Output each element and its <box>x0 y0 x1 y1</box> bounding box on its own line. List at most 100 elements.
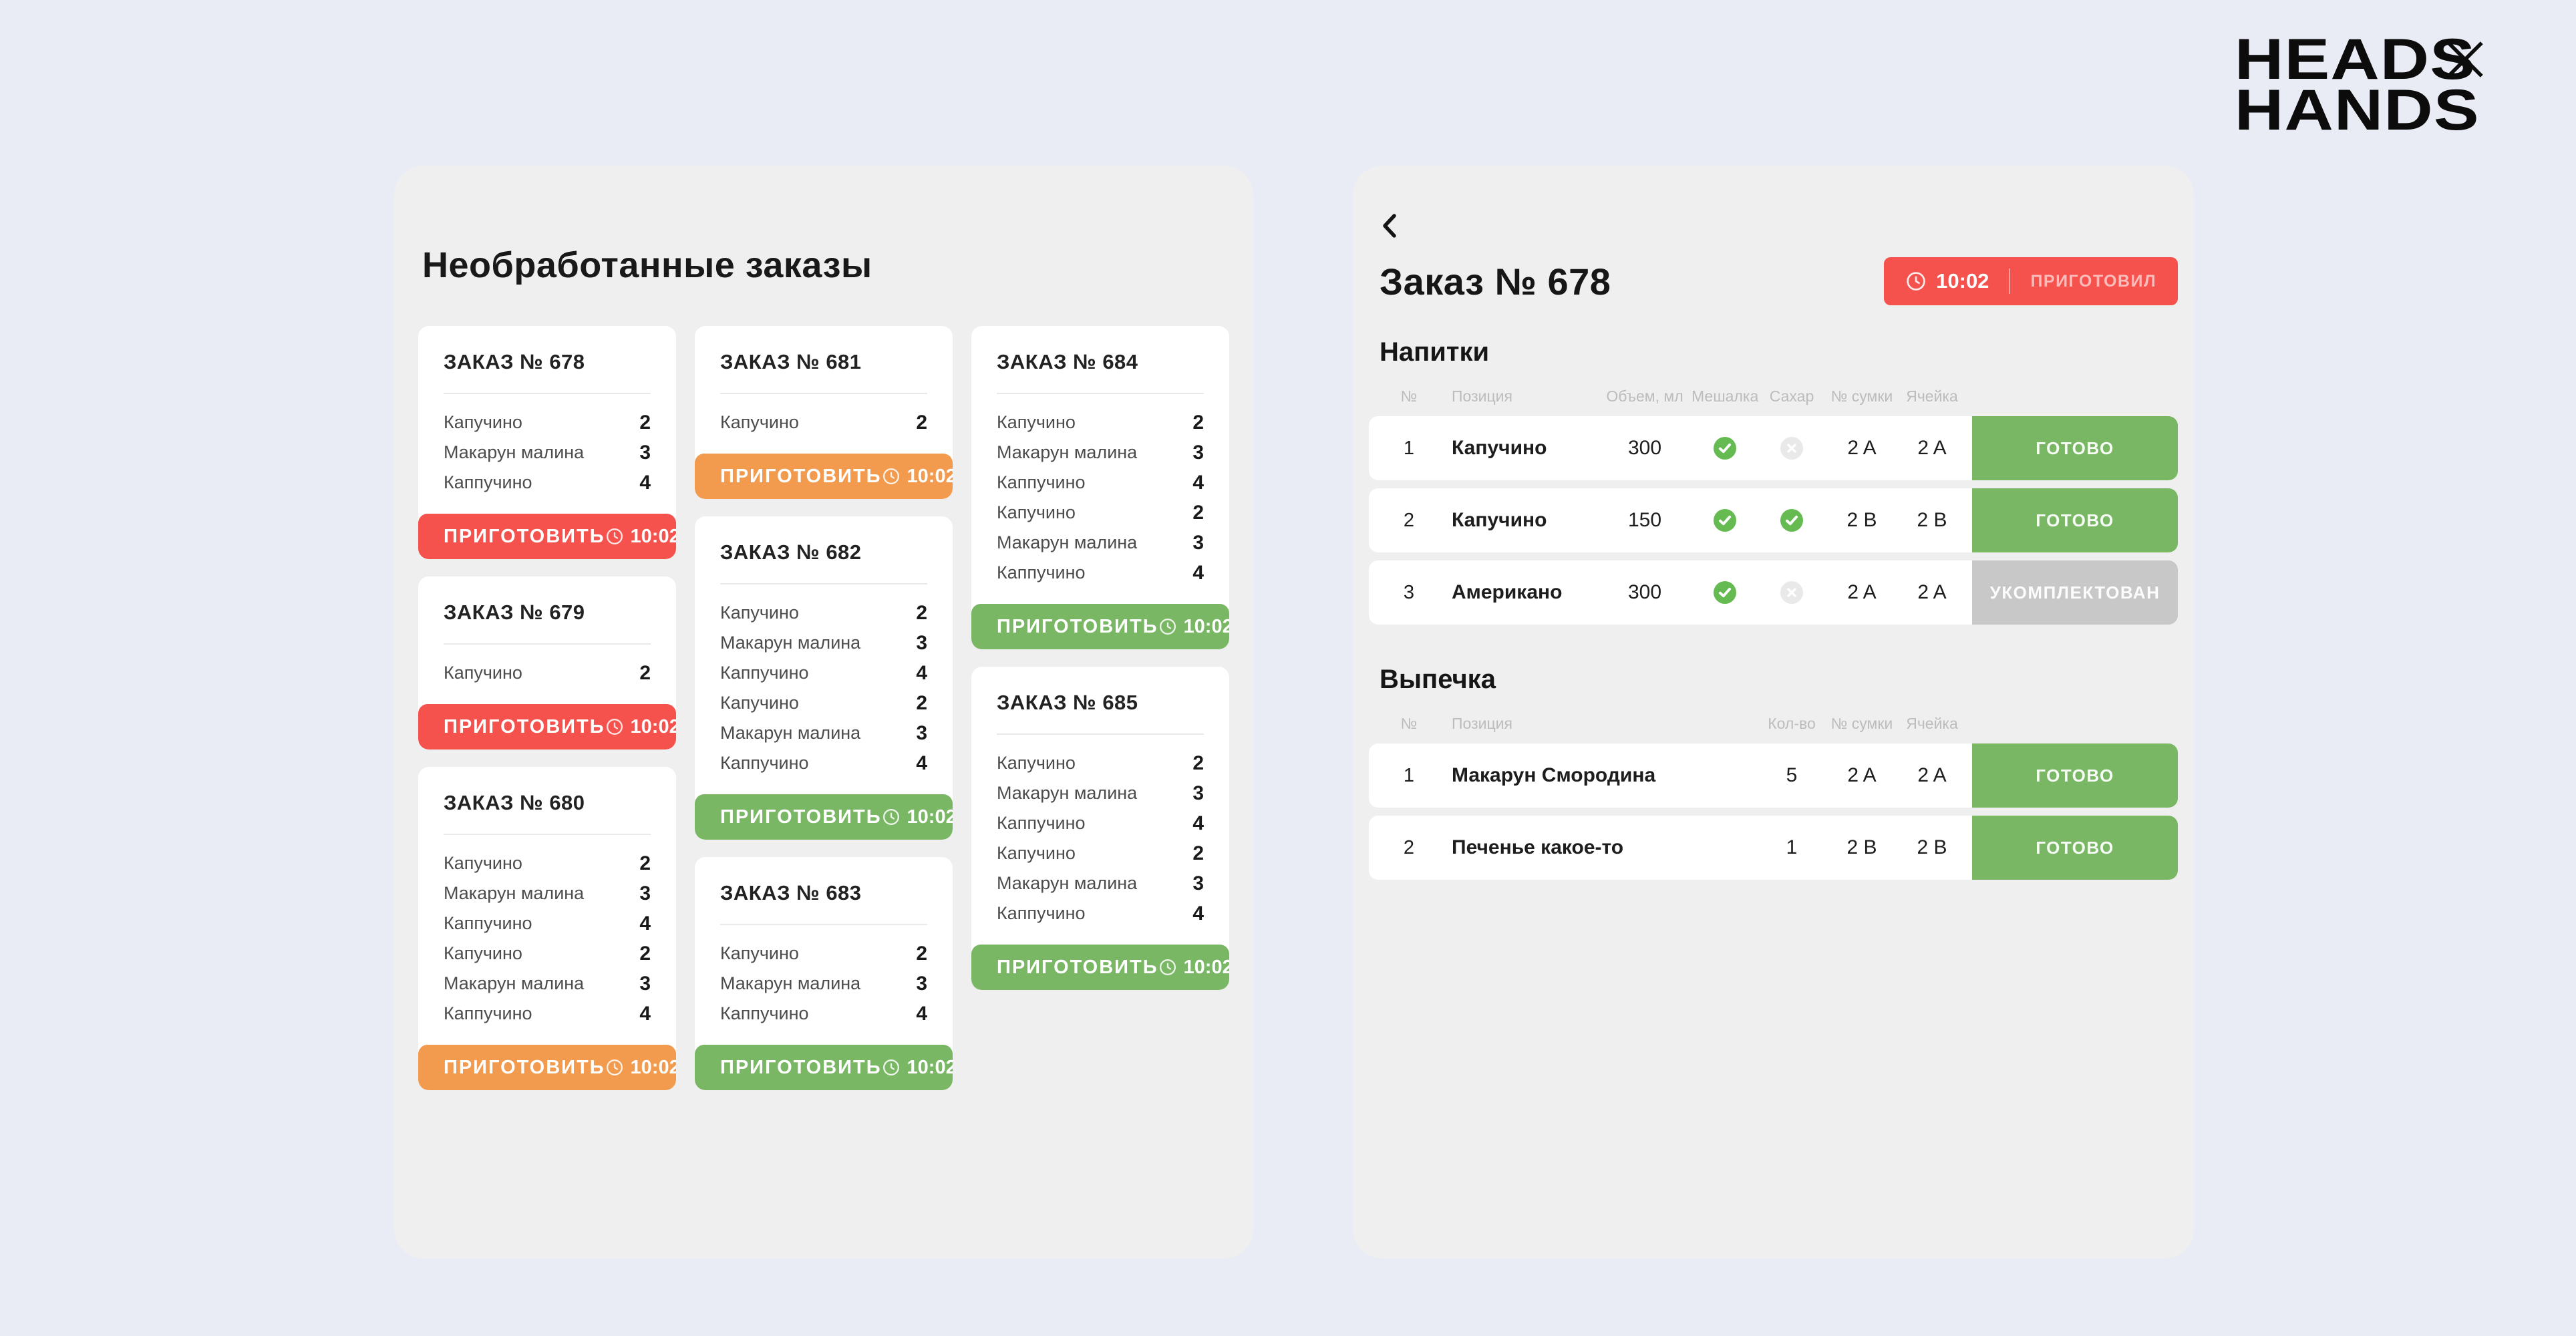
badge-label: ПРИГОТОВИЛ <box>2030 271 2156 291</box>
bag-value: 2 B <box>1846 836 1877 858</box>
item-name: Каппучино <box>444 913 532 933</box>
item-name: Каппучино <box>444 1003 532 1023</box>
col-bag: № сумки <box>1830 387 1893 405</box>
order-card-title: ЗАКАЗ № 679 <box>444 601 585 624</box>
col-qty: Кол-во <box>1768 715 1816 732</box>
col-sugar: Сахар <box>1769 387 1814 405</box>
row-number: 1 <box>1403 437 1415 459</box>
divider <box>444 643 651 645</box>
order-card[interactable]: ЗАКАЗ № 685 Капучино 2 Макарун малина 3 … <box>971 667 1229 990</box>
order-card[interactable]: ЗАКАЗ № 680 Капучино 2 Макарун малина 3 … <box>418 767 676 1090</box>
item-name: Каппучино <box>997 472 1086 492</box>
order-items: Капучино 2 <box>418 645 676 704</box>
clock-icon <box>1158 617 1177 636</box>
orders-column: ЗАКАЗ № 684 Капучино 2 Макарун малина 3 … <box>971 326 1229 1090</box>
order-item: Макарун малина 3 <box>997 778 1204 808</box>
order-card-title: ЗАКАЗ № 683 <box>720 881 862 904</box>
status-button[interactable]: УКОМПЛЕКТОВАН <box>1972 560 2178 625</box>
position-name: Печенье какое-то <box>1452 836 1624 858</box>
item-name: Каппучино <box>997 903 1086 923</box>
status-button[interactable]: ГОТОВО <box>1972 816 2178 880</box>
bakery-heading: Выпечка <box>1380 665 1496 694</box>
volume-value: 300 <box>1627 581 1662 603</box>
order-item: Каппучино 4 <box>997 808 1204 838</box>
col-bag: № сумки <box>1830 715 1893 732</box>
row-number: 2 <box>1403 509 1415 531</box>
item-name: Макарун малина <box>444 973 585 993</box>
back-button[interactable] <box>1380 212 1397 241</box>
prepare-order-button[interactable]: ПРИГОТОВИТЬ 10:02 <box>971 604 1229 649</box>
order-card[interactable]: ЗАКАЗ № 683 Капучино 2 Макарун малина 3 … <box>695 857 953 1090</box>
status-button[interactable]: ГОТОВО <box>1972 416 2178 480</box>
bag-value: 2 A <box>1847 437 1877 459</box>
col-num: № <box>1400 387 1418 405</box>
status-button[interactable]: ГОТОВО <box>1972 743 2178 808</box>
item-name: Капучино <box>444 663 522 683</box>
order-item: Макарун малина 3 <box>997 438 1204 468</box>
item-name: Капучино <box>997 753 1076 773</box>
prepare-label: ПРИГОТОВИТЬ <box>720 465 882 487</box>
item-qty: 3 <box>639 882 651 904</box>
order-card-title: ЗАКАЗ № 684 <box>997 350 1138 373</box>
item-qty: 3 <box>639 972 651 995</box>
prepare-order-button[interactable]: ПРИГОТОВИТЬ 10:02 <box>418 1045 676 1090</box>
position-name: Американо <box>1452 581 1563 603</box>
status-button[interactable]: ГОТОВО <box>1972 488 2178 552</box>
row-number: 2 <box>1403 836 1415 858</box>
bakery-row: 2 Печенье какое-то 1 2 B 2 B ГОТОВО <box>1369 816 2178 880</box>
item-name: Капучино <box>444 412 522 432</box>
order-items: Капучино 2 Макарун малина 3 Каппучино 4 <box>695 925 953 1045</box>
order-card[interactable]: ЗАКАЗ № 679 Капучино 2 ПРИГОТОВИТЬ 10:02 <box>418 576 676 749</box>
drinks-row: 1 Капучино 300 2 A 2 A ГОТОВО <box>1369 416 2178 480</box>
prepare-order-button[interactable]: ПРИГОТОВИТЬ 10:02 <box>418 704 676 749</box>
order-items: Капучино 2 Макарун малина 3 Каппучино 4 … <box>695 584 953 794</box>
item-name: Каппучино <box>720 663 809 683</box>
drinks-row: 3 Американо 300 2 A 2 A УКОМПЛЕКТОВАН <box>1369 560 2178 625</box>
order-item: Капучино 2 <box>720 939 927 969</box>
row-number: 1 <box>1403 764 1415 786</box>
item-name: Капучино <box>720 943 799 963</box>
orders-column: ЗАКАЗ № 681 Капучино 2 ПРИГОТОВИТЬ 10:02… <box>695 326 953 1090</box>
prepare-order-button[interactable]: ПРИГОТОВИТЬ 10:02 <box>695 454 953 499</box>
order-card[interactable]: ЗАКАЗ № 682 Капучино 2 Макарун малина 3 … <box>695 516 953 840</box>
back-icon <box>1380 214 1397 241</box>
prepare-order-button[interactable]: ПРИГОТОВИТЬ 10:02 <box>971 945 1229 990</box>
prepared-badge-button[interactable]: 10:02 ПРИГОТОВИЛ <box>1884 257 2178 305</box>
timer-value: 10:02 <box>907 465 953 487</box>
cell-value: 2 A <box>1917 437 1947 459</box>
item-name: Капучино <box>720 693 799 713</box>
order-item: Макарун малина 3 <box>444 878 651 908</box>
order-card[interactable]: ЗАКАЗ № 681 Капучино 2 ПРИГОТОВИТЬ 10:02 <box>695 326 953 499</box>
order-card-title: ЗАКАЗ № 681 <box>720 350 862 373</box>
prepare-order-button[interactable]: ПРИГОТОВИТЬ 10:02 <box>695 794 953 840</box>
logo-word-hands: HANDS <box>2235 77 2480 142</box>
divider <box>997 393 1204 394</box>
timer-value: 10:02 <box>630 715 676 737</box>
item-name: Каппучино <box>720 753 809 773</box>
badge-divider <box>2009 269 2011 294</box>
drinks-heading: Напитки <box>1380 337 1490 367</box>
item-qty: 2 <box>1192 842 1204 864</box>
item-qty: 3 <box>1192 782 1204 804</box>
item-name: Макарун малина <box>997 532 1138 552</box>
divider <box>997 733 1204 735</box>
timer-value: 10:02 <box>1183 956 1229 978</box>
order-item: Макарун малина 3 <box>720 628 927 658</box>
order-item: Каппучино 4 <box>444 468 651 498</box>
prepare-order-button[interactable]: ПРИГОТОВИТЬ 10:02 <box>418 514 676 559</box>
prepare-order-button[interactable]: ПРИГОТОВИТЬ 10:02 <box>695 1045 953 1090</box>
order-card[interactable]: ЗАКАЗ № 684 Капучино 2 Макарун малина 3 … <box>971 326 1229 649</box>
order-item: Капучино 2 <box>997 748 1204 778</box>
order-item: Каппучино 4 <box>720 748 927 778</box>
col-cell: Ячейка <box>1906 715 1958 732</box>
clock-icon <box>605 1058 624 1077</box>
order-item: Капучино 2 <box>444 407 651 438</box>
col-volume: Объем, мл <box>1606 387 1683 405</box>
order-card[interactable]: ЗАКАЗ № 678 Капучино 2 Макарун малина 3 … <box>418 326 676 559</box>
bag-value: 2 A <box>1847 581 1877 603</box>
order-item: Капучино 2 <box>720 407 927 438</box>
order-item: Макарун малина 3 <box>720 969 927 999</box>
order-items: Капучино 2 Макарун малина 3 Каппучино 4 … <box>418 835 676 1045</box>
order-item: Макарун малина 3 <box>444 438 651 468</box>
item-qty: 3 <box>1192 531 1204 554</box>
